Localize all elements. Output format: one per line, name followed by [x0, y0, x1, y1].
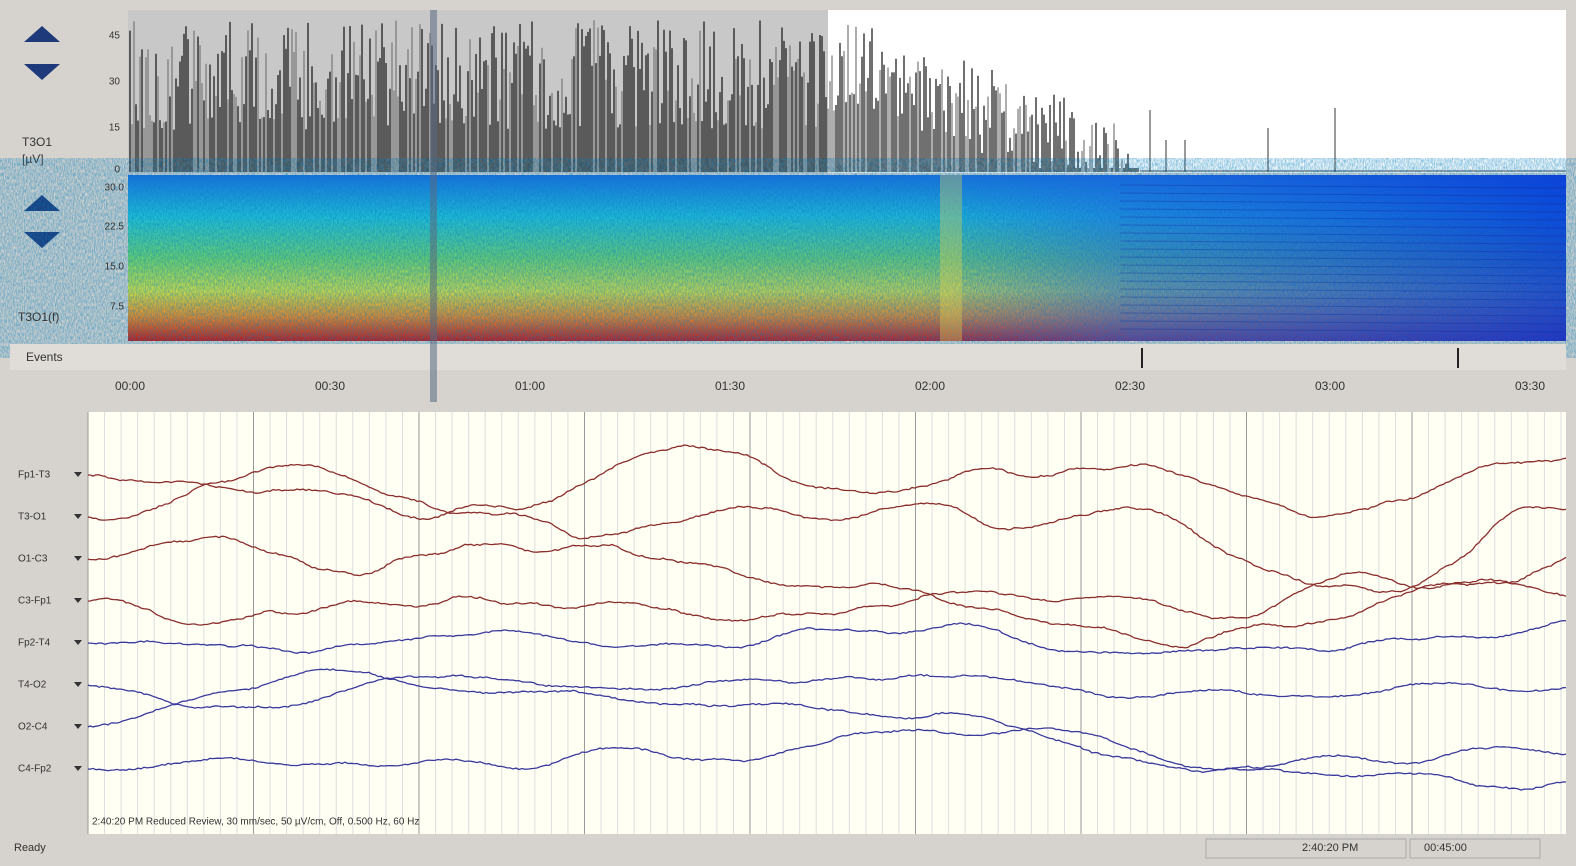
channel-label: Fp2-T4	[18, 638, 51, 649]
events-row	[10, 344, 1566, 370]
unit-label: [µV]	[22, 152, 44, 166]
scale-label: 22.5	[105, 222, 125, 233]
page: T3O1 [µV] T3O1(f) Events 00:00 00:30 01:00…	[0, 0, 1576, 861]
spectrogram-band	[940, 175, 962, 341]
scale-label: 0	[114, 165, 120, 176]
annotation: 2:40:20 PM Reduced Review, 30 mm/sec, 50…	[92, 817, 419, 828]
events-label: Events	[26, 350, 63, 364]
channel-label: Fp1-T3	[18, 470, 51, 481]
channel-label: C3-Fp1	[18, 596, 52, 607]
scale-label: 7.5	[110, 302, 124, 313]
channel-label: C4-Fp2	[18, 764, 52, 775]
status-clock: 2:40:20 PM	[1302, 842, 1358, 854]
time-label: 02:00	[915, 379, 945, 393]
time-label: 03:00	[1315, 379, 1345, 393]
scale-label: 45	[109, 31, 121, 42]
eeg-panel	[88, 412, 1566, 834]
status-elapsed: 00:45:00	[1424, 842, 1467, 854]
channel-label: O2-C4	[18, 722, 48, 733]
spectrogram-shade	[128, 175, 1566, 341]
channel-label: T3O1	[22, 135, 52, 149]
scale-label: 15	[109, 123, 121, 134]
time-label: 00:00	[115, 379, 145, 393]
time-label: 02:30	[1115, 379, 1145, 393]
channel-label: O1-C3	[18, 554, 48, 565]
time-label: 00:30	[315, 379, 345, 393]
channel-label: T4-O2	[18, 680, 47, 691]
time-label: 03:30	[1515, 379, 1545, 393]
channel-label: T3O1(f)	[18, 310, 59, 324]
eeg-review-window: T3O1 [µV] T3O1(f) Events 00:00 00:30 01:00…	[0, 0, 1576, 861]
time-label: 01:30	[715, 379, 745, 393]
channel-label: T3-O1	[18, 512, 47, 523]
scale-label: 30	[109, 77, 121, 88]
status-text: Ready	[14, 842, 46, 854]
cursor[interactable]	[430, 10, 437, 402]
scale-label: 15.0	[105, 262, 125, 273]
scale-label: 30.0	[105, 183, 125, 194]
time-label: 01:00	[515, 379, 545, 393]
